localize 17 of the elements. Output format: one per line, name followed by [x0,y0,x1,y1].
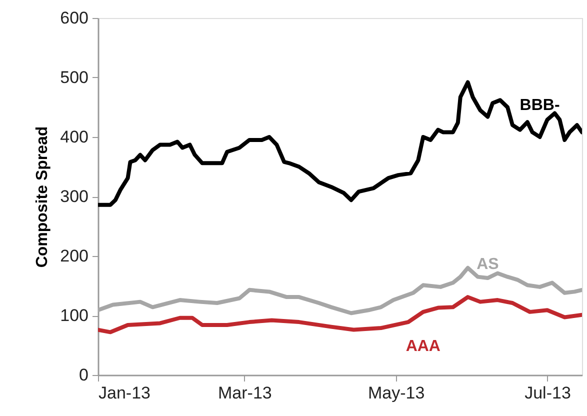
x-tick-label: May-13 [368,384,425,402]
x-tick-label: Jul-13 [524,384,571,402]
line-series [98,80,582,207]
y-tick-label: 600 [60,8,88,28]
y-tick-label: 0 [79,366,88,384]
x-tick-label: Mar-13 [218,384,272,402]
line-series [98,295,582,334]
y-tick-label: 200 [60,246,88,266]
y-axis-title: Composite Spread [34,126,52,268]
y-tick-label: 300 [60,187,88,206]
x-tick-label: Jan-13 [98,384,150,402]
y-tick-label: 400 [60,128,88,146]
series-label: AS [476,256,500,274]
y-tick-label: 100 [60,306,88,325]
series-label: BBB- [520,97,560,114]
y-tick-label: 500 [60,68,88,87]
series-label: AAA [406,338,441,355]
